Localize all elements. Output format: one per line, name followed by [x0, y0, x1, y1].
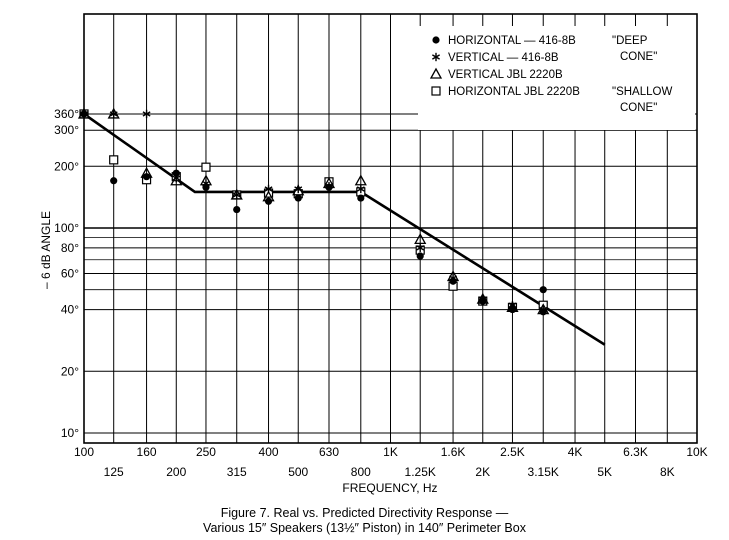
legend-background	[418, 26, 695, 130]
legend: HORIZONTAL — 416-8B VERTICAL — 416-8B VERT…	[418, 26, 695, 130]
data-point-star	[416, 243, 425, 253]
data-point-filled-circle	[233, 205, 241, 214]
legend-label: HORIZONTAL — 416-8B	[448, 35, 576, 47]
annotation-line: "DEEP	[612, 35, 648, 47]
data-point-star	[264, 184, 273, 194]
y-tick-label: 40°	[61, 303, 79, 317]
y-tick-label: 80°	[61, 241, 79, 255]
y-tick-label: 360°	[54, 107, 79, 121]
data-point-filled-circle	[449, 277, 457, 285]
x-tick-label: 1K	[383, 445, 398, 459]
x-tick-label: 1.6K	[441, 445, 466, 459]
star-stroke	[432, 54, 440, 60]
x-tick-label: 250	[196, 445, 216, 459]
figure-caption: Figure 7. Real vs. Predicted Directivity…	[0, 506, 729, 536]
data-point-filled-circle	[508, 305, 517, 314]
star-stroke	[172, 175, 181, 181]
y-tick-label: 10°	[61, 426, 79, 440]
x-tick-label: 10K	[686, 445, 707, 459]
data-point-filled-circle	[479, 297, 487, 305]
data-points	[77, 107, 550, 316]
x-tick-label: 5K	[597, 465, 612, 479]
data-point-filled-circle	[325, 183, 333, 191]
data-point-filled-circle	[264, 197, 273, 205]
star-stroke	[294, 186, 303, 192]
legend-label: VERTICAL — 416-8B	[448, 52, 559, 64]
star-stroke	[109, 111, 118, 117]
legend-label: HORIZONTAL JBL 2220B	[448, 86, 580, 98]
legend-marker-open-triangle	[429, 67, 443, 79]
star-stroke	[142, 111, 151, 117]
plot-frame	[83, 13, 698, 444]
x-tick-label: 160	[137, 445, 157, 459]
y-tick-label: 300°	[54, 123, 79, 137]
x-tick-label: 4K	[568, 445, 583, 459]
y-tick-labels: 10° 20° 40° 60° 80° 100° 200° 300° 360°	[54, 107, 79, 440]
y-tick-label: 100°	[54, 221, 79, 235]
star-stroke	[508, 302, 517, 308]
data-point-open-triangle	[354, 174, 367, 186]
data-point-filled-circle	[539, 286, 547, 294]
x-tick-label: 800	[351, 465, 371, 479]
x-tick-label: 400	[259, 445, 279, 459]
legend-marker-star	[432, 52, 440, 62]
data-point-filled-circle	[142, 173, 151, 181]
directivity-chart: 100 250 400 630 1K 1.6K 2.5K 4K 6.3K 10K 160 125 200…	[39, 13, 708, 495]
x-tick-label: 8K	[660, 465, 675, 479]
x-tick-label: 315	[227, 465, 247, 479]
x-axis-label: FREQUENCY, Hz	[342, 481, 437, 495]
y-tick-label: 20°	[61, 364, 79, 378]
x-tick-labels: 100 250 400 630 1K 1.6K 2.5K 4K 6.3K 10K 160 125 200…	[74, 445, 708, 479]
data-point-filled-circle	[110, 177, 118, 185]
data-point-filled-circle	[294, 194, 302, 202]
x-tick-label: 200	[166, 465, 186, 479]
data-point-filled-circle	[80, 110, 88, 118]
x-tick-label: 630	[319, 445, 339, 459]
annotation-line: "SHALLOW	[612, 86, 672, 98]
data-point-open-square	[201, 162, 211, 172]
x-tick-label: 500	[288, 465, 308, 479]
x-tick-label: 2K	[475, 465, 490, 479]
y-axis-label: – 6 dB ANGLE	[39, 211, 53, 289]
x-tick-label: 2.5K	[500, 445, 525, 459]
predicted-response-line	[83, 112, 606, 346]
annotation-line: CONE"	[620, 102, 657, 114]
x-tick-label: 1.25K	[405, 465, 436, 479]
data-point-filled-circle	[539, 308, 547, 316]
x-tick-label: 3.15K	[528, 465, 559, 479]
data-point-star	[109, 109, 118, 119]
star-stroke	[416, 245, 425, 251]
legend-marker-filled-circle	[432, 36, 440, 44]
caption-line-1: Figure 7. Real vs. Predicted Directivity…	[220, 506, 509, 520]
data-point-open-triangle	[414, 233, 427, 245]
y-tick-label: 200°	[54, 159, 79, 173]
data-point-star	[142, 109, 151, 119]
data-point-open-square	[109, 155, 119, 165]
data-point-star	[232, 190, 241, 200]
star-stroke	[232, 192, 241, 198]
predicted-line	[83, 112, 606, 346]
annotation-line: CONE"	[620, 51, 657, 63]
legend-marker-open-square	[431, 86, 441, 96]
data-point-filled-circle	[172, 169, 180, 177]
data-point-filled-circle	[202, 183, 210, 191]
data-point-filled-circle	[357, 194, 365, 202]
data-point-star	[356, 184, 365, 194]
star-stroke	[356, 186, 365, 192]
plot-border	[83, 13, 698, 444]
x-tick-label: 100	[74, 445, 94, 459]
x-tick-label: 6.3K	[623, 445, 648, 459]
x-tick-label: 125	[104, 465, 124, 479]
data-point-star	[294, 184, 303, 194]
data-point-filled-circle	[416, 252, 424, 260]
star-stroke	[264, 186, 273, 192]
y-tick-label: 60°	[61, 266, 79, 280]
caption-line-2: Various 15″ Speakers (13½″ Piston) in 14…	[203, 521, 526, 535]
legend-label: VERTICAL JBL 2220B	[448, 69, 563, 81]
